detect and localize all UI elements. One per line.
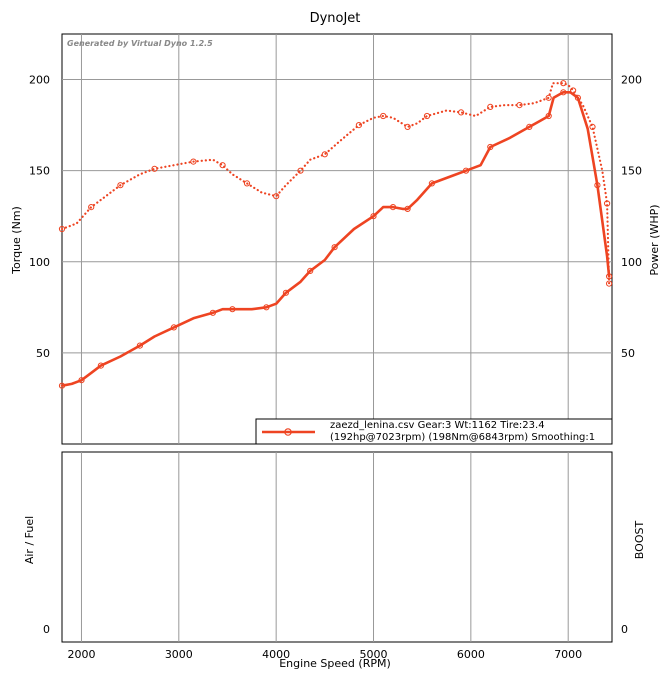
legend-marker-swatch — [284, 428, 292, 436]
torque-point — [331, 244, 338, 251]
power-point — [423, 112, 431, 120]
torque-point — [560, 89, 567, 96]
power-point — [243, 180, 251, 187]
power-point — [604, 200, 611, 207]
y-tick-left-label: 100 — [29, 256, 50, 269]
torque-point — [487, 143, 494, 151]
torque-point — [462, 167, 470, 174]
y-tick-left-label: 50 — [36, 347, 50, 360]
power-point — [487, 103, 494, 111]
torque-point — [307, 267, 314, 274]
chart-title: DynoJet — [310, 11, 361, 26]
torque-point — [229, 306, 236, 313]
power-point — [606, 280, 613, 287]
power-point — [88, 204, 95, 211]
torque-point — [404, 205, 411, 212]
power-point — [219, 162, 226, 169]
y-tick-right-label: 100 — [621, 256, 642, 269]
torque-grid — [62, 34, 612, 444]
torque-point — [136, 342, 143, 349]
legend-box — [255, 418, 613, 445]
power-point — [516, 102, 523, 109]
torque-point — [170, 324, 177, 331]
torque-point — [209, 309, 216, 316]
rpm-ticks: 2000 3000 4000 5000 6000 7000 — [67, 648, 582, 661]
x-tick-label: 3000 — [165, 648, 193, 661]
y-tick-boost-0: 0 — [621, 623, 628, 636]
torque-point — [370, 213, 377, 220]
legend-line2: (192hp@7023rpm) (198Nm@6843rpm) Smoothin… — [330, 432, 595, 443]
torque-point — [428, 180, 435, 187]
power-point — [117, 182, 124, 189]
power-point — [458, 109, 465, 116]
power-line — [60, 82, 611, 285]
torque-point — [594, 182, 601, 189]
legend-line1: zaezd_lenina.csv Gear:3 Wt:1162 Tire:23.… — [330, 420, 545, 431]
torque-point — [97, 362, 105, 369]
torque-point — [545, 112, 552, 120]
x-tick-label: 4000 — [262, 648, 290, 661]
torque-point — [526, 123, 533, 131]
torque-point — [282, 289, 289, 296]
y-tick-right-label: 150 — [621, 165, 642, 178]
torque-point — [58, 382, 66, 389]
x-tick-label: 2000 — [67, 648, 95, 661]
air-fuel-plot-area — [61, 451, 613, 643]
power-point — [297, 167, 304, 174]
power-point — [273, 193, 280, 200]
power-point — [380, 112, 387, 120]
watermark: Generated by Virtual Dyno 1.2.5 — [67, 39, 213, 48]
y-axis-boost-title: BOOST — [633, 521, 646, 560]
x-tick-label: 6000 — [457, 648, 485, 661]
power-point — [151, 165, 158, 172]
power-point — [190, 158, 197, 165]
torque-point — [78, 377, 85, 384]
torque-ticks: 50 100 150 200 50 100 150 200 — [29, 74, 642, 360]
x-axis-title: Engine Speed (RPM) — [279, 657, 391, 670]
x-tick-label: 7000 — [554, 648, 582, 661]
y-tick-af-0: 0 — [43, 623, 50, 636]
torque-plot-area — [61, 33, 613, 445]
y-tick-left-label: 200 — [29, 74, 50, 87]
legend: zaezd_lenina.csv Gear:3 Wt:1162 Tire:23.… — [255, 418, 613, 445]
air-fuel-grid — [80, 452, 569, 642]
torque-point — [389, 204, 397, 211]
torque-point — [263, 304, 270, 311]
series-layer — [58, 80, 613, 389]
power-point — [404, 123, 411, 131]
y-tick-right-label: 50 — [621, 347, 635, 360]
power-point — [589, 123, 596, 131]
power-point — [560, 80, 567, 87]
power-point — [58, 225, 66, 233]
y-axis-af-title: Air / Fuel — [23, 516, 36, 564]
x-tick-label: 5000 — [360, 648, 388, 661]
torque-line — [60, 91, 611, 387]
y-tick-right-label: 200 — [621, 74, 642, 87]
power-point — [355, 122, 362, 129]
y-tick-left-label: 150 — [29, 165, 50, 178]
power-point — [321, 151, 328, 158]
y-axis-right-title: Power (WHP) — [648, 204, 661, 275]
torque-point — [574, 94, 582, 101]
y-axis-left-title: Torque (Nm) — [10, 206, 23, 275]
power-point — [545, 94, 552, 101]
torque-point — [606, 273, 613, 280]
